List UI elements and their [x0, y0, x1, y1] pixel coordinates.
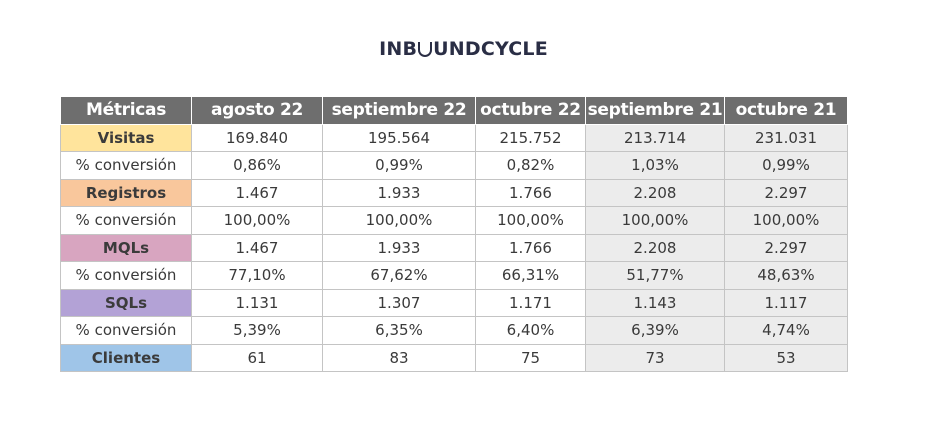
o-arc-icon — [418, 42, 433, 57]
table-cell: 0,82% — [475, 151, 586, 180]
table-cell: 213.714 — [585, 123, 725, 152]
table-cell: 53 — [724, 343, 848, 372]
header-octubre-22: octubre 22 — [475, 96, 586, 125]
table-row: MQLs 1.467 1.933 1.766 2.208 2.297 — [60, 233, 848, 262]
table-cell: 1.766 — [475, 178, 586, 207]
table-cell: 77,10% — [191, 261, 323, 290]
table-cell: 100,00% — [585, 206, 725, 235]
metric-label: Clientes — [60, 343, 192, 372]
table-cell: 61 — [191, 343, 323, 372]
table-cell: 1.467 — [191, 178, 323, 207]
table-cell: 1.766 — [475, 233, 586, 262]
metric-label: Registros — [60, 178, 192, 207]
table-row: % conversión 100,00% 100,00% 100,00% 100,00%… — [60, 206, 848, 235]
conversion-label: % conversión — [60, 206, 192, 235]
table-cell: 1,03% — [585, 151, 725, 180]
logo-text-start: INB — [379, 38, 418, 60]
table-cell: 1.467 — [191, 233, 323, 262]
header-septiembre-22: septiembre 22 — [322, 96, 476, 125]
table-cell: 1.307 — [322, 288, 476, 317]
table-row: % conversión 0,86% 0,99% 0,82% 1,03% 0,99% — [60, 151, 848, 180]
table-cell: 6,35% — [322, 316, 476, 345]
table-row: % conversión 5,39% 6,35% 6,40% 6,39% 4,74% — [60, 316, 848, 345]
table-cell: 1.143 — [585, 288, 725, 317]
table-cell: 48,63% — [724, 261, 848, 290]
table-row: Visitas 169.840 195.564 215.752 213.714 231.0… — [60, 123, 848, 152]
header-septiembre-21: septiembre 21 — [585, 96, 725, 125]
table-cell: 169.840 — [191, 123, 323, 152]
table-cell: 2.297 — [724, 178, 848, 207]
table-cell: 51,77% — [585, 261, 725, 290]
table-row: SQLs 1.131 1.307 1.171 1.143 1.117 — [60, 288, 848, 317]
table-cell: 0,99% — [322, 151, 476, 180]
table-cell: 0,99% — [724, 151, 848, 180]
table-cell: 100,00% — [191, 206, 323, 235]
metrics-table: Métricas agosto 22 septiembre 22 octubre… — [60, 96, 848, 372]
table-cell: 6,39% — [585, 316, 725, 345]
table-cell: 2.208 — [585, 178, 725, 207]
table-cell: 1.933 — [322, 178, 476, 207]
table-cell: 100,00% — [475, 206, 586, 235]
table-cell: 100,00% — [322, 206, 476, 235]
header-agosto-22: agosto 22 — [191, 96, 323, 125]
table-cell: 231.031 — [724, 123, 848, 152]
table-cell: 0,86% — [191, 151, 323, 180]
metric-label: SQLs — [60, 288, 192, 317]
header-octubre-21: octubre 21 — [724, 96, 848, 125]
conversion-label: % conversión — [60, 261, 192, 290]
table-cell: 5,39% — [191, 316, 323, 345]
table-row: % conversión 77,10% 67,62% 66,31% 51,77% 48,6… — [60, 261, 848, 290]
table-cell: 83 — [322, 343, 476, 372]
conversion-label: % conversión — [60, 151, 192, 180]
table-cell: 1.933 — [322, 233, 476, 262]
table-cell: 1.117 — [724, 288, 848, 317]
table-cell: 1.171 — [475, 288, 586, 317]
header-metricas: Métricas — [60, 96, 192, 125]
metric-label: Visitas — [60, 123, 192, 152]
table-cell: 73 — [585, 343, 725, 372]
table-cell: 215.752 — [475, 123, 586, 152]
table-cell: 195.564 — [322, 123, 476, 152]
table-cell: 4,74% — [724, 316, 848, 345]
header-row: Métricas agosto 22 septiembre 22 octubre… — [60, 96, 848, 125]
table-cell: 75 — [475, 343, 586, 372]
table-row: Clientes 61 83 75 73 53 — [60, 343, 848, 372]
metric-label: MQLs — [60, 233, 192, 262]
table-cell: 1.131 — [191, 288, 323, 317]
table-cell: 67,62% — [322, 261, 476, 290]
brand-logo: INB UNDCYCLE — [0, 38, 927, 60]
table-row: Registros 1.467 1.933 1.766 2.208 2.297 — [60, 178, 848, 207]
table-cell: 6,40% — [475, 316, 586, 345]
table-cell: 66,31% — [475, 261, 586, 290]
table-cell: 2.297 — [724, 233, 848, 262]
conversion-label: % conversión — [60, 316, 192, 345]
logo-text-end: UNDCYCLE — [433, 38, 548, 60]
table-cell: 100,00% — [724, 206, 848, 235]
table-cell: 2.208 — [585, 233, 725, 262]
